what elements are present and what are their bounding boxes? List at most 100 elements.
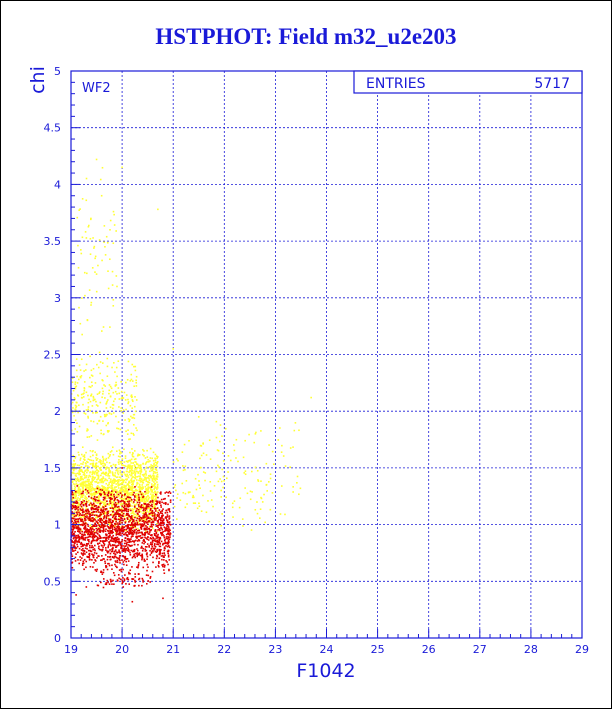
scatter-point-red [86,515,88,517]
scatter-point-yellow [92,397,95,399]
scatter-point-yellow [189,491,191,493]
scatter-point-red [82,562,84,565]
scatter-point-yellow [76,499,79,502]
scatter-point-yellow [226,477,228,480]
scatter-point-red [107,494,109,497]
scatter-point-yellow [136,429,138,432]
scatter-point-red [153,511,155,514]
scatter-point-red [75,511,78,514]
scatter-point-yellow [143,511,145,513]
scatter-point-yellow [130,486,132,489]
scatter-point-yellow [101,505,104,508]
scatter-point-red [72,537,75,540]
scatter-point-yellow [89,475,92,478]
scatter-point-yellow [120,464,123,466]
scatter-point-red [131,527,133,529]
scatter-point-yellow [137,515,140,517]
scatter-point-yellow [84,482,86,484]
scatter-point-yellow [138,503,141,505]
scatter-point-red [99,521,102,523]
scatter-point-yellow [139,470,141,473]
scatter-point-red [120,496,123,498]
scatter-point-red [144,550,147,552]
scatter-point-yellow [154,500,157,502]
scatter-point-red [115,503,118,506]
scatter-point-red [82,520,84,523]
scatter-point-yellow [148,477,150,480]
scatter-point-red [131,518,133,520]
scatter-point-yellow [107,431,109,433]
y-tick-label: 4 [54,178,61,191]
scatter-point-yellow [92,464,95,466]
scatter-point-red [74,545,76,548]
scatter-point-yellow [112,304,115,307]
scatter-point-red [100,570,102,573]
scatter-point-yellow [127,418,130,420]
scatter-point-red [82,538,85,541]
scatter-point-red [151,525,153,528]
scatter-point-red [145,520,147,523]
scatter-point-red [132,523,135,526]
scatter-point-yellow [116,375,118,378]
scatter-point-red [75,490,77,493]
scatter-point-yellow [86,480,89,483]
scatter-point-red [111,527,113,529]
scatter-point-yellow [114,465,117,468]
scatter-point-yellow [73,467,76,470]
scatter-point-red [147,516,150,519]
scatter-point-red [112,520,114,523]
scatter-point-red [140,523,142,526]
scatter-point-red [132,520,135,522]
scatter-point-red [139,526,142,529]
scatter-point-yellow [132,416,134,419]
scatter-point-yellow [128,438,130,441]
scatter-point-red [144,490,146,493]
scatter-point-red [122,577,124,579]
scatter-point-yellow [86,471,88,474]
scatter-point-yellow [145,492,148,495]
scatter-point-yellow [132,452,134,455]
scatter-point-red [105,520,108,523]
scatter-point-red [134,486,136,488]
scatter-point-red [87,525,90,527]
y-tick-label: 3 [54,292,61,305]
scatter-point-red [151,510,154,512]
scatter-point-yellow [102,481,104,484]
scatter-point-red [80,535,83,538]
scatter-point-red [81,553,83,555]
scatter-point-yellow [139,481,142,483]
scatter-point-red [167,555,170,558]
scatter-point-yellow [94,255,97,258]
scatter-point-red [77,525,80,527]
scatter-point-red [72,528,75,531]
scatter-point-yellow [78,473,80,476]
scatter-point-red [151,544,153,546]
scatter-point-red [136,566,138,569]
scatter-point-red [129,496,132,499]
scatter-point-red [74,530,76,533]
scatter-point-red [101,510,103,513]
scatter-point-yellow [76,375,78,378]
scatter-point-yellow [110,507,113,509]
scatter-point-red [87,556,89,558]
scatter-point-yellow [114,494,116,497]
scatter-point-yellow [107,517,110,520]
scatter-point-yellow [74,381,77,383]
scatter-point-yellow [139,479,142,482]
scatter-point-yellow [71,471,73,474]
scatter-point-yellow [115,366,118,369]
scatter-point-yellow [298,429,300,432]
scatter-point-yellow [84,474,86,477]
scatter-point-yellow [149,486,151,489]
scatter-point-red [108,542,111,544]
scatter-point-yellow [138,490,140,493]
scatter-point-red [159,492,162,494]
scatter-point-yellow [208,520,211,523]
scatter-point-red [96,568,98,571]
scatter-point-yellow [82,494,84,497]
scatter-point-red [119,492,122,494]
scatter-point-red [158,528,161,530]
scatter-point-red [147,536,149,539]
scatter-point-yellow [130,499,133,502]
scatter-point-yellow [134,461,136,463]
